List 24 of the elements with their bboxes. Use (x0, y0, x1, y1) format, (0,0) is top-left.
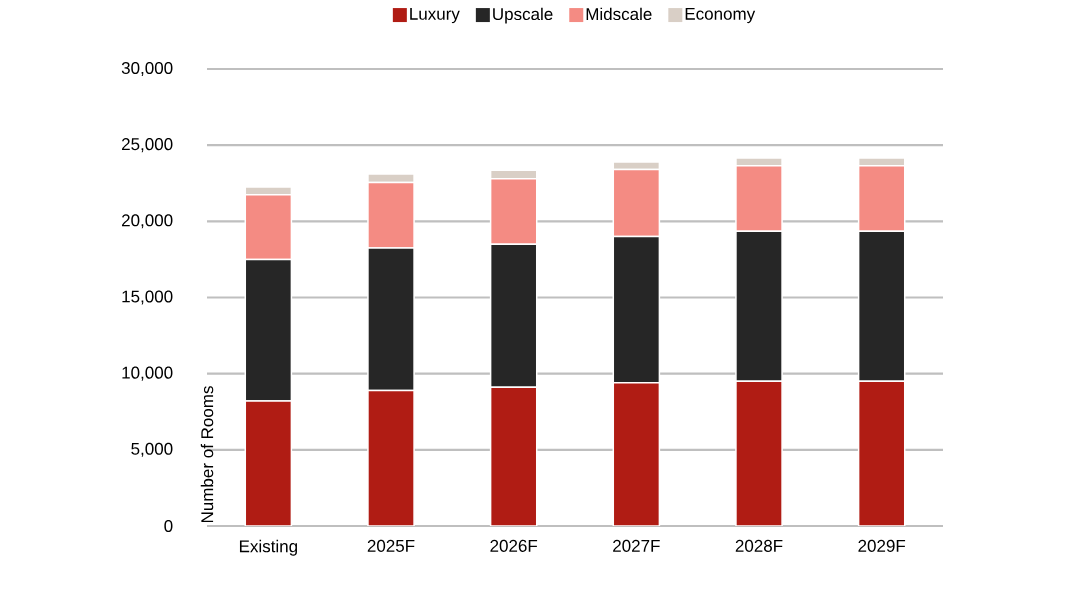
x-tick-label: 2025F (367, 539, 415, 552)
bar (367, 389, 415, 526)
legend-label: Luxury (410, 7, 460, 24)
legend-label: Economy (685, 7, 756, 24)
y-tick-label: 30,000 (121, 61, 173, 76)
y-tick-label: 20,000 (122, 214, 173, 229)
y-tick-label: 0 (164, 519, 173, 533)
x-tick-label: 2026F (490, 539, 538, 552)
y-tick-label: 10,000 (122, 366, 173, 381)
x-tick-label: 2027F (613, 539, 660, 552)
bar (735, 380, 783, 526)
bar (612, 382, 661, 526)
y-tick-label: 15,000 (122, 290, 173, 305)
x-tick-label: 2028F (735, 539, 783, 552)
y-tick-label: 5,000 (131, 442, 173, 457)
y-tick-label: 25,000 (122, 138, 173, 153)
legend-label: Midscale (586, 7, 652, 21)
bar (857, 380, 906, 526)
x-tick-label: 2029F (858, 539, 906, 552)
legend-label: Upscale (493, 7, 553, 24)
bar (244, 400, 293, 526)
bar (489, 386, 538, 526)
x-tick-label: Existing (239, 539, 297, 556)
y-axis-title: Number of Rooms (200, 386, 214, 523)
